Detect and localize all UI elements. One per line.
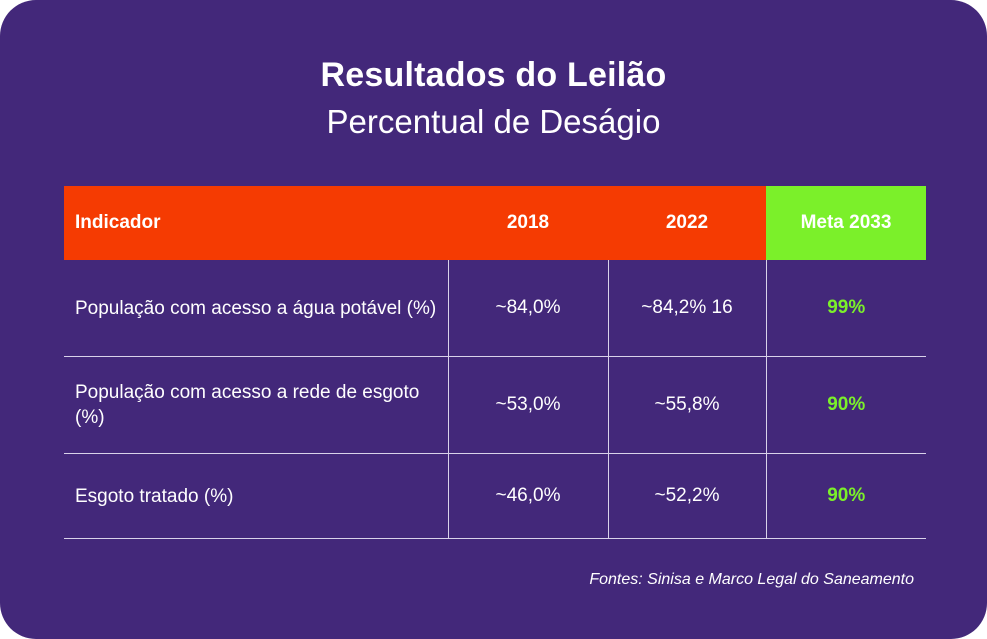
header-2018: 2018 [448,186,608,260]
indicator-cell: Esgoto tratado (%) [64,453,448,539]
results-table: Indicador 2018 2022 Meta 2033 População … [64,186,926,539]
header-meta-2033: Meta 2033 [766,186,926,260]
value-2022-cell: ~52,2% [607,453,766,539]
value-2018-cell: ~53,0% [447,356,608,454]
indicator-cell: População com acesso a rede de esgoto (%… [64,356,448,454]
subtitle: Percentual de Deságio [326,103,661,140]
value-2018-cell: ~84,0% [447,260,608,357]
meta-2033-cell: 99% [765,260,926,357]
value-2022-cell: ~55,8% [607,356,766,454]
indicator-cell: População com acesso a água potável (%) [64,260,448,357]
value-2018-cell: ~46,0% [447,453,608,539]
header-indicador: Indicador [64,186,448,260]
header-2022: 2022 [608,186,766,260]
meta-2033-cell: 90% [765,453,926,539]
source-note: Fontes: Sinisa e Marco Legal do Saneamen… [589,571,914,588]
table-row: População com acesso a água potável (%) … [64,260,926,357]
title: Resultados do Leilão [320,56,667,94]
value-2022-cell: ~84,2% 16 [607,260,766,357]
table-row: Esgoto tratado (%) ~46,0% ~52,2% 90% [64,453,926,539]
table-row: População com acesso a rede de esgoto (%… [64,356,926,454]
meta-2033-cell: 90% [765,356,926,454]
table-header-row: Indicador 2018 2022 Meta 2033 [64,186,926,260]
